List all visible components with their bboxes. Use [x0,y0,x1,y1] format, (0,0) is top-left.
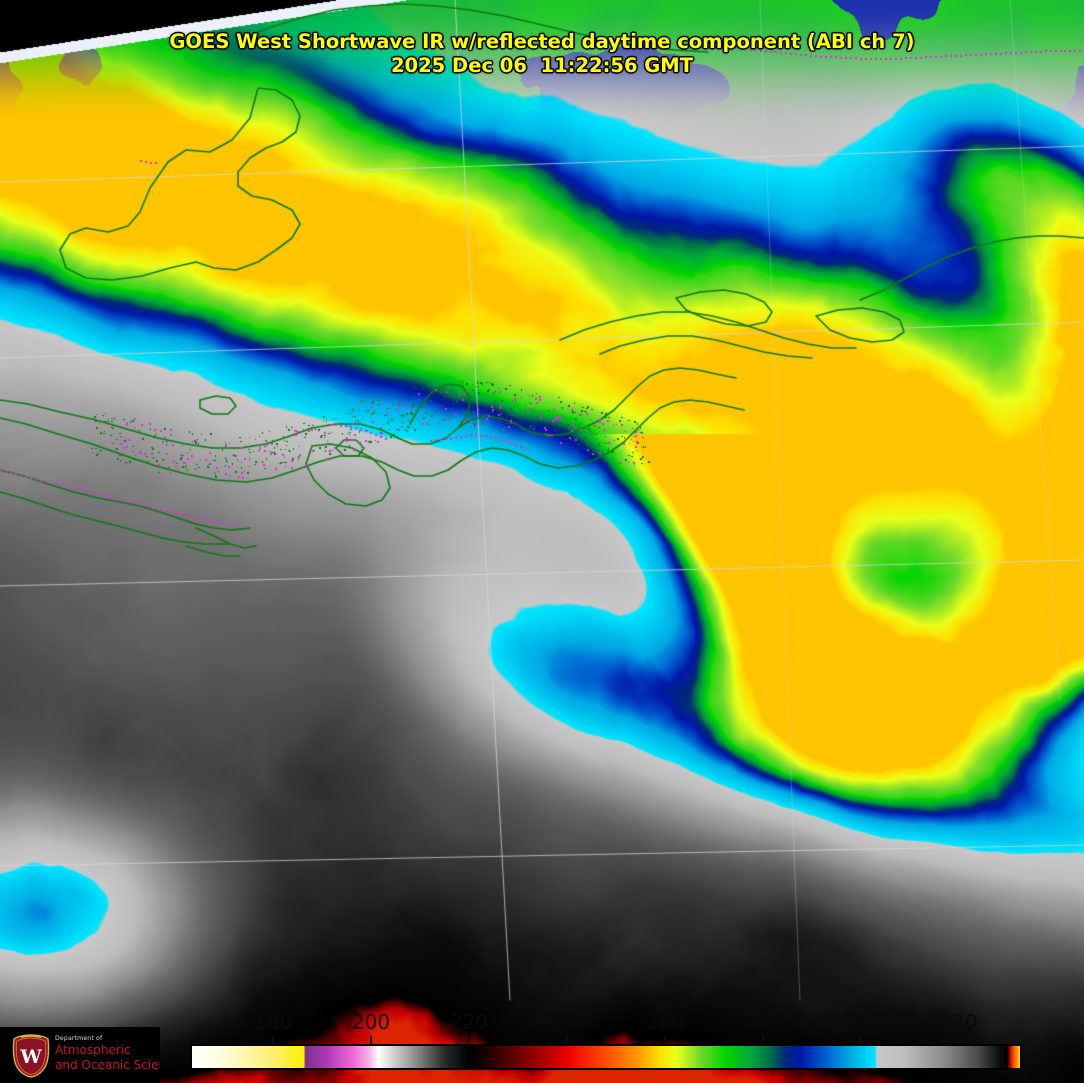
colorbar-tick-mark [663,1036,666,1044]
logo-department-line: Department of [55,1035,103,1042]
colorbar-tick-label: 320 [939,1010,978,1034]
colorbar-tick-label: 260 [645,1010,684,1034]
colorbar-tick-mark [467,1036,470,1044]
colorbar-tick-mark [761,1036,764,1044]
uw-crest-icon: W [12,1034,50,1078]
logo-text-block: Department of Atmospheric and Oceanic Sc… [55,1035,160,1072]
colorbar-tick-label: 200 [351,1010,391,1034]
svg-text:W: W [19,1046,42,1068]
colorbar-tick-label: 300 [841,1010,880,1034]
uw-aos-logo: W Department of Atmospheric and Oceanic … [0,1027,160,1083]
colorbar-tick-label: 240 [547,1010,586,1034]
colorbar [190,1044,1022,1070]
colorbar-tick-labels: 180 200 220 240 260 280 300 320 [0,1010,1084,1036]
colorbar-tick-marks [0,1036,1084,1044]
colorbar-tick-label: 280 [743,1010,782,1034]
colorbar-gradient [192,1046,1020,1068]
colorbar-tick-label: 180 [254,1010,293,1034]
colorbar-tick-mark [370,1036,373,1044]
colorbar-tick-mark [565,1036,568,1044]
colorbar-tick-label: 220 [449,1010,489,1034]
colorbar-tick-mark [272,1036,275,1044]
logo-line-oceanic: and Oceanic Sciences [55,1057,160,1072]
logo-line-atmospheric: Atmospheric [55,1043,131,1057]
colorbar-tick-mark [859,1036,862,1044]
colorbar-tick-mark [957,1036,960,1044]
